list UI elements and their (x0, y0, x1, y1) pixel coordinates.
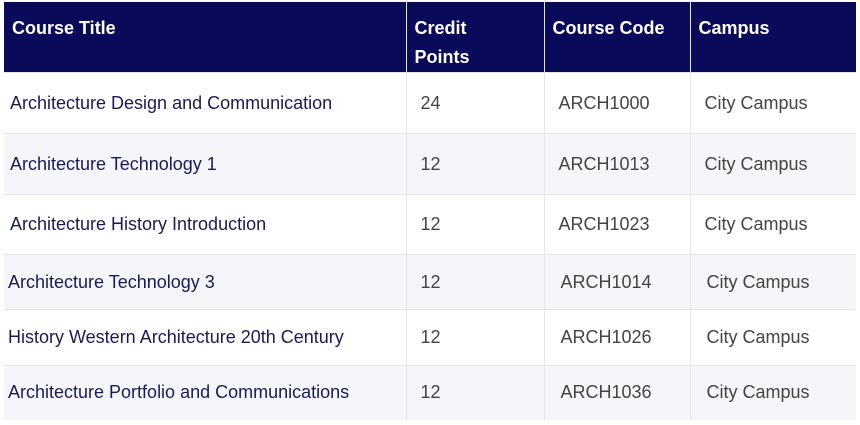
credit-points-cell: 12 (406, 133, 545, 195)
course-table: Course Title Credit Points Course Code C… (4, 2, 856, 420)
header-course-title: Course Title (4, 2, 407, 73)
table-row: Architecture History Introduction 12 ARC… (4, 194, 856, 255)
header-campus: Campus (690, 2, 856, 73)
campus-cell: City Campus (690, 194, 856, 255)
course-title-cell: History Western Architecture 20th Centur… (4, 309, 407, 366)
course-title-cell: Architecture Technology 3 (4, 254, 407, 310)
table-row: Architecture Technology 1 12 ARCH1013 Ci… (4, 133, 856, 195)
campus-cell: City Campus (690, 254, 856, 310)
credit-points-cell: 12 (406, 254, 545, 310)
course-table-container: Course Title Credit Points Course Code C… (4, 2, 856, 420)
table-row: History Western Architecture 20th Centur… (4, 309, 856, 366)
table-row: Architecture Design and Communication 24… (4, 72, 856, 134)
table-header: Course Title Credit Points Course Code C… (4, 2, 856, 73)
campus-cell: City Campus (690, 365, 856, 420)
course-code-cell: ARCH1026 (544, 309, 691, 366)
campus-cell: City Campus (690, 72, 856, 134)
header-credit-line2: Points (414, 47, 470, 67)
credit-points-cell: 12 (406, 194, 545, 255)
credit-points-cell: 12 (406, 365, 545, 420)
table-row: Architecture Technology 3 12 ARCH1014 Ci… (4, 254, 856, 310)
course-code-cell: ARCH1036 (544, 365, 691, 420)
campus-cell: City Campus (690, 309, 856, 366)
course-title-cell: Architecture Design and Communication (4, 72, 407, 134)
course-code-cell: ARCH1013 (544, 133, 691, 195)
credit-points-cell: 12 (406, 309, 545, 366)
course-code-cell: ARCH1023 (544, 194, 691, 255)
header-course-code: Course Code (544, 2, 691, 73)
header-row: Course Title Credit Points Course Code C… (4, 2, 856, 73)
course-title-cell: Architecture Portfolio and Communication… (4, 365, 407, 420)
course-code-cell: ARCH1000 (544, 72, 691, 134)
course-title-cell: Architecture Technology 1 (4, 133, 407, 195)
table-row: Architecture Portfolio and Communication… (4, 365, 856, 420)
course-title-cell: Architecture History Introduction (4, 194, 407, 255)
credit-points-cell: 24 (406, 72, 545, 134)
table-body: Architecture Design and Communication 24… (4, 72, 856, 420)
campus-cell: City Campus (690, 133, 856, 195)
course-code-cell: ARCH1014 (544, 254, 691, 310)
header-credit-line1: Credit (414, 18, 467, 38)
header-credit-points: Credit Points (406, 2, 545, 73)
